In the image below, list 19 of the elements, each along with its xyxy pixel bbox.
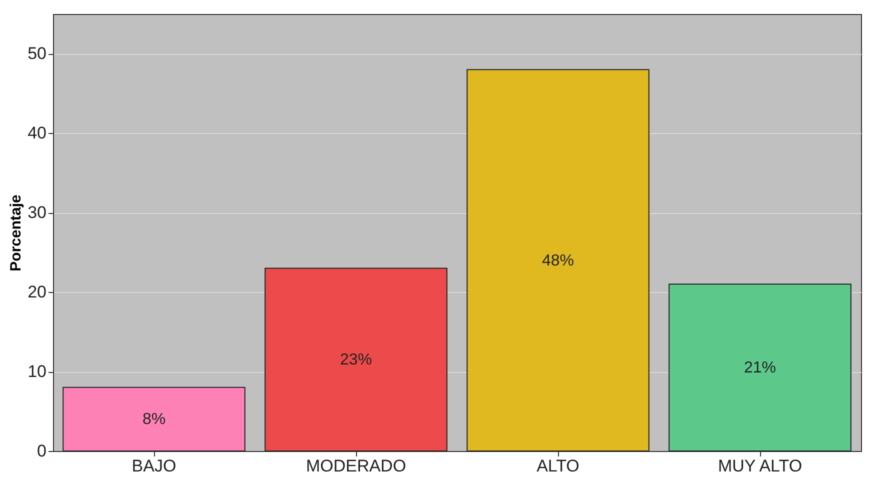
y-tick-label: 20 (28, 282, 46, 302)
y-tick-label: 30 (28, 203, 46, 222)
data-label: 23% (340, 352, 372, 369)
y-axis-title: Porcentaje (8, 194, 25, 272)
bar (62, 386, 246, 452)
data-label: 8% (142, 411, 166, 428)
x-tick-label: MODERADO (306, 456, 406, 476)
bar (668, 284, 852, 452)
x-tick-label: MUY ALTO (718, 456, 802, 476)
y-tick-label: 10 (28, 362, 46, 382)
data-label: 21% (744, 360, 776, 377)
bar (466, 69, 650, 452)
data-label: 48% (542, 252, 574, 270)
y-tick-label: 40 (28, 124, 46, 143)
y-tick-label: 50 (28, 44, 46, 64)
y-tick-label: 0 (37, 442, 46, 460)
x-tick-label: ALTO (536, 456, 580, 476)
bar (264, 268, 448, 452)
x-tick-label: BAJO (132, 456, 176, 476)
